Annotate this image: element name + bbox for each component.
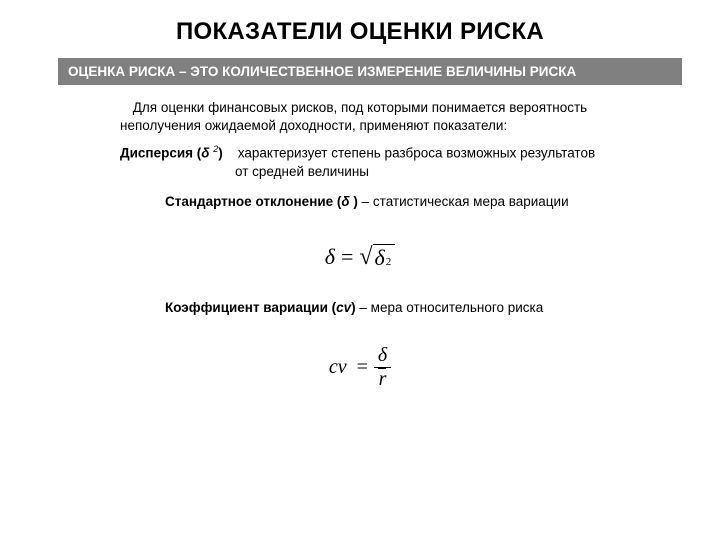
formula2-eq: = [357,356,368,379]
stddev-symbol: δ [341,194,349,209]
formula1-radicand-exp: 2 [386,256,392,269]
formula1-radicand-base: δ [375,245,385,271]
fraction-icon: δ r [374,345,391,390]
formula1-lhs: δ [325,244,335,270]
formula1-eq: = [341,244,353,270]
definition-banner: ОЦЕНКА РИСКА – ЭТО КОЛИЧЕСТВЕННОЕ ИЗМЕРЕ… [58,58,682,85]
formula2-denominator: r [375,369,391,390]
stddev-formula: δ = √ δ2 [0,244,720,271]
mean-bar-icon [378,368,387,369]
dispersion-label: Дисперсия ( [120,146,201,161]
stddev-label: Стандартное отклонение ( [165,194,341,209]
slide-title: ПОКАЗАТЕЛИ ОЦЕНКИ РИСКА [0,0,720,58]
stddev-desc: – статистическая мера вариации [358,194,569,209]
cv-desc: – мера относительного риска [356,300,544,315]
formula2-lhs: cv [329,356,347,379]
stddev-definition: Стандартное отклонение (δ ) – статистиче… [165,193,630,211]
dispersion-close: ) [218,146,223,161]
cv-definition: Коэффициент вариации (cv) – мера относит… [165,299,630,317]
intro-text-line1: Для оценки финансовых рисков, под которы… [80,99,640,117]
cv-label: Коэффициент вариации ( [165,300,336,315]
dispersion-desc2: от средней величины [235,163,640,181]
dispersion-definition: Дисперсия (δ 2) характеризует степень ра… [120,143,640,163]
formula2-numerator: δ [374,345,391,366]
cv-formula: cv = δ r [0,345,720,390]
stddev-close: ) [350,194,358,209]
intro-text-line2: неполучения ожидаемой доходности, примен… [120,117,640,135]
dispersion-desc1: характеризует степень разброса возможных… [238,146,595,161]
dispersion-symbol: δ [201,146,209,161]
cv-symbol: cv [336,300,351,315]
square-root-icon: √ δ2 [359,244,395,271]
